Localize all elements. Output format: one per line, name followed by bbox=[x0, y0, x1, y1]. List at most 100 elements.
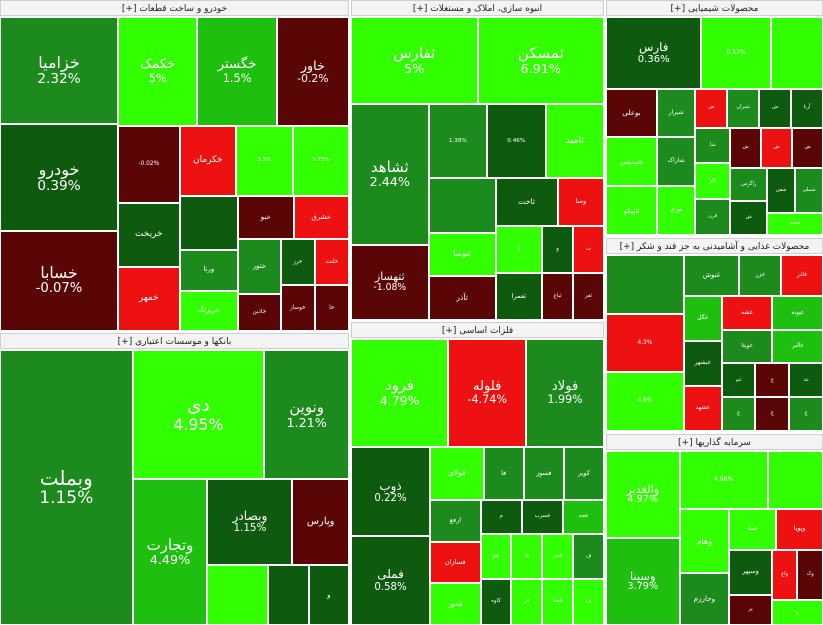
sector-title[interactable]: انبوه سازی، املاک و مستغلات [+] bbox=[351, 0, 604, 16]
stock-tile[interactable]: ش bbox=[730, 127, 762, 168]
stock-tile[interactable]: 4.8% bbox=[606, 372, 684, 431]
stock-tile[interactable]: ونوین 1.21% bbox=[264, 350, 349, 480]
stock-tile[interactable]: خریزنگ bbox=[179, 290, 238, 331]
stock-tile[interactable]: خکمک 5% bbox=[118, 17, 198, 127]
stock-tile[interactable]: فارس 0.36% bbox=[606, 17, 702, 89]
stock-tile[interactable]: واغ bbox=[771, 549, 798, 600]
sector-title[interactable]: محصولات شیمیایی [+] bbox=[606, 0, 823, 16]
stock-tile[interactable]: وسا bbox=[557, 178, 604, 226]
stock-tile[interactable]: غالبر bbox=[772, 329, 823, 364]
stock-tile[interactable]: فا bbox=[511, 533, 543, 580]
stock-tile[interactable] bbox=[606, 255, 684, 314]
stock-tile[interactable]: نوری bbox=[657, 186, 696, 235]
stock-tile[interactable]: فلوله -4.74% bbox=[448, 339, 527, 448]
stock-tile[interactable] bbox=[179, 196, 238, 250]
stock-tile[interactable]: فا bbox=[483, 447, 524, 500]
stock-tile[interactable]: ث bbox=[573, 225, 604, 273]
stock-tile[interactable]: صبا bbox=[729, 509, 777, 550]
stock-tile[interactable] bbox=[268, 564, 309, 625]
stock-tile[interactable]: شیراز bbox=[657, 88, 696, 138]
stock-tile[interactable]: خشرق bbox=[293, 196, 349, 239]
stock-tile[interactable]: خگستر 1.5% bbox=[197, 17, 277, 127]
stock-tile[interactable]: غشهد bbox=[683, 385, 722, 431]
stock-tile[interactable]: ش bbox=[759, 88, 792, 128]
sector-title[interactable]: خودرو و ساخت قطعات [+] bbox=[0, 0, 349, 16]
stock-tile[interactable]: ثشاهد 2.44% bbox=[351, 103, 429, 245]
stock-tile[interactable]: فرود 4.79% bbox=[351, 339, 449, 448]
stock-tile[interactable]: ثاخت bbox=[495, 178, 558, 226]
stock-tile[interactable]: فجر bbox=[542, 533, 574, 580]
stock-tile[interactable]: وپارس bbox=[292, 479, 349, 565]
stock-tile[interactable] bbox=[428, 178, 496, 233]
stock-tile[interactable]: خکرمان bbox=[179, 126, 237, 196]
stock-tile[interactable]: کاوه bbox=[480, 579, 512, 625]
stock-tile[interactable]: ثعمرا bbox=[495, 272, 543, 320]
stock-tile[interactable]: وبصادر 1.15% bbox=[207, 479, 293, 565]
stock-tile[interactable]: ذوب 0.22% bbox=[351, 447, 431, 537]
stock-tile[interactable]: خرز bbox=[280, 238, 315, 285]
stock-tile[interactable]: خزامیا 2.32% bbox=[0, 17, 118, 124]
stock-tile[interactable]: غبشهر bbox=[683, 340, 722, 386]
stock-tile[interactable]: قرن bbox=[695, 199, 731, 235]
stock-tile[interactable]: ثباغ bbox=[542, 272, 574, 320]
stock-tile[interactable]: غویتا bbox=[721, 329, 773, 364]
stock-tile[interactable]: غ bbox=[755, 363, 790, 398]
stock-tile[interactable]: غشه bbox=[721, 295, 773, 330]
stock-tile[interactable]: فخوز bbox=[430, 583, 481, 625]
stock-tile[interactable]: شجم bbox=[767, 212, 823, 235]
stock-tile[interactable]: ثفارس 5% bbox=[351, 17, 478, 104]
stock-tile[interactable]: فولاد 1.99% bbox=[526, 339, 604, 448]
stock-tile[interactable]: کویر bbox=[563, 447, 604, 500]
stock-tile[interactable]: و bbox=[771, 599, 823, 625]
stock-tile[interactable]: خمهر bbox=[118, 267, 180, 331]
stock-tile[interactable]: 3.3% bbox=[236, 126, 293, 196]
stock-tile[interactable]: والغدیر 4.97% bbox=[606, 451, 680, 538]
stock-tile[interactable]: وسینا 3.79% bbox=[606, 538, 680, 625]
stock-tile[interactable]: تاپیکو bbox=[606, 186, 658, 235]
stock-tile[interactable]: وبملت 1.15% bbox=[0, 350, 133, 625]
stock-tile[interactable]: خاور -0.2% bbox=[276, 17, 349, 127]
stock-tile[interactable]: خلنت bbox=[314, 238, 349, 285]
stock-tile[interactable]: وتجارت 4.49% bbox=[132, 479, 208, 625]
stock-tile[interactable]: ش bbox=[761, 127, 793, 168]
stock-tile[interactable]: 0.46% bbox=[487, 103, 546, 179]
stock-tile[interactable]: فسا bbox=[542, 579, 574, 625]
stock-tile[interactable]: خودرو 0.39% bbox=[0, 123, 118, 231]
stock-tile[interactable] bbox=[207, 564, 269, 625]
stock-tile[interactable]: دی 4.95% bbox=[132, 350, 265, 480]
stock-tile[interactable]: ش bbox=[695, 88, 728, 128]
stock-tile[interactable]: ثمسکن 6.91% bbox=[477, 17, 604, 104]
stock-tile[interactable]: فز bbox=[511, 579, 543, 625]
stock-tile[interactable]: آ bbox=[495, 225, 543, 273]
stock-tile[interactable]: خا bbox=[314, 284, 349, 331]
stock-tile[interactable]: بوعلی bbox=[606, 88, 658, 138]
stock-tile[interactable]: ف bbox=[573, 579, 604, 625]
sector-title[interactable]: فلزات اساسی [+] bbox=[351, 322, 604, 338]
stock-tile[interactable]: 3.75% bbox=[292, 126, 349, 196]
stock-tile[interactable]: غ bbox=[755, 397, 790, 431]
stock-tile[interactable] bbox=[770, 17, 823, 89]
stock-tile[interactable]: خریخت bbox=[118, 203, 180, 267]
stock-tile[interactable]: غاذر bbox=[781, 255, 823, 296]
stock-tile[interactable]: فملی 0.58% bbox=[351, 536, 431, 625]
stock-tile[interactable]: ش bbox=[792, 127, 823, 168]
stock-tile[interactable]: غ bbox=[721, 397, 756, 431]
stock-tile[interactable]: شملی bbox=[795, 167, 823, 213]
stock-tile[interactable]: وک bbox=[797, 549, 823, 600]
stock-tile[interactable]: فتو bbox=[480, 533, 512, 580]
stock-tile[interactable]: فجه bbox=[562, 499, 604, 534]
stock-tile[interactable]: فسرب bbox=[521, 499, 563, 534]
stock-tile[interactable]: ثامید bbox=[545, 103, 604, 179]
stock-tile[interactable]: ثغر bbox=[573, 272, 604, 320]
stock-tile[interactable]: 4.3% bbox=[606, 313, 684, 373]
stock-tile[interactable]: 0.57% bbox=[701, 17, 771, 89]
stock-tile[interactable]: یر bbox=[729, 594, 772, 625]
stock-tile[interactable]: کلر bbox=[695, 163, 731, 200]
stock-tile[interactable]: خاذین bbox=[238, 294, 281, 331]
stock-tile[interactable]: خبو bbox=[238, 196, 294, 239]
stock-tile[interactable]: ش bbox=[730, 201, 768, 235]
stock-tile[interactable]: آریا bbox=[791, 88, 823, 128]
stock-tile[interactable]: شا bbox=[695, 127, 731, 164]
sector-title[interactable]: بانکها و موسسات اعتباری [+] bbox=[0, 333, 349, 349]
stock-tile[interactable]: خوساز bbox=[280, 284, 315, 331]
